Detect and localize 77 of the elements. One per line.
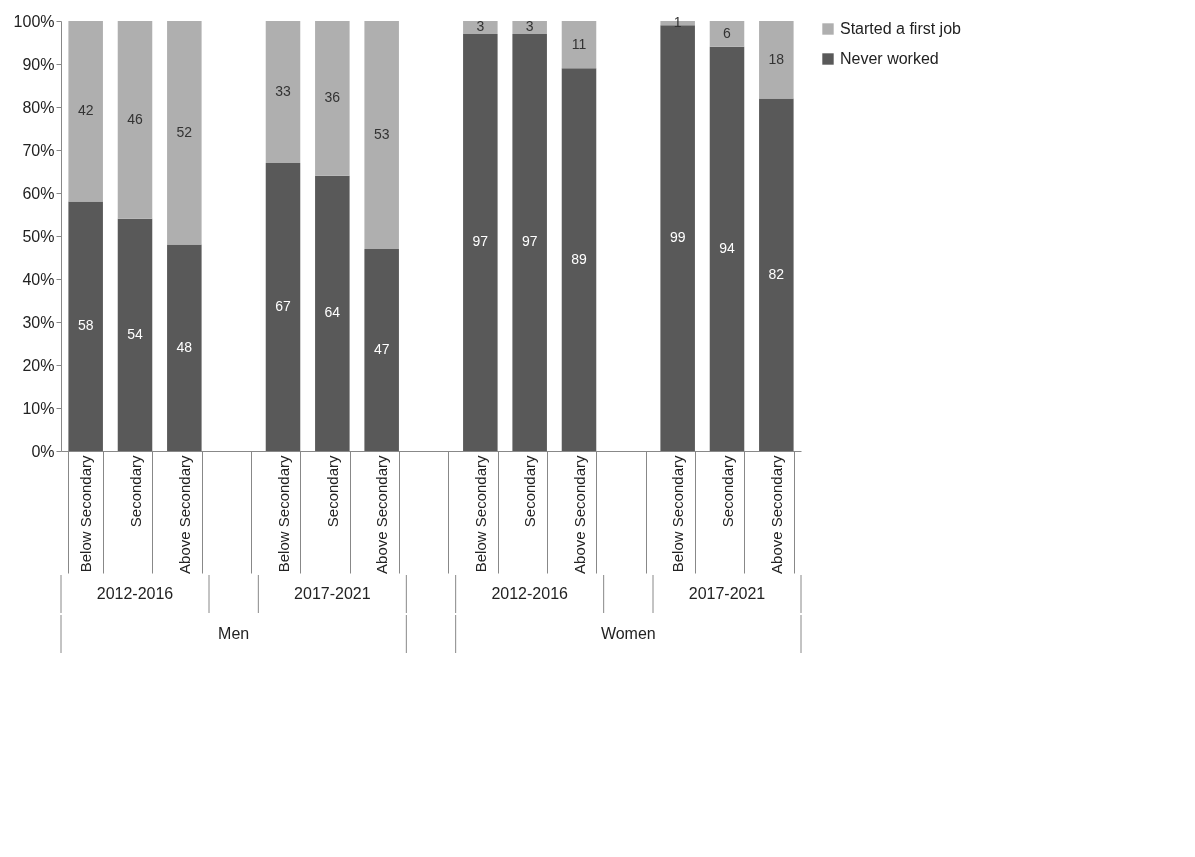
bar [463, 21, 498, 34]
bar [265, 21, 301, 163]
bar [759, 21, 794, 99]
text: 2012-2016 [491, 585, 569, 602]
x-tick-label: Above Secondary [570, 455, 588, 574]
data-label: 48 [176, 338, 193, 355]
y-tick-label: 100% [13, 12, 55, 30]
data-label: 42 [77, 102, 94, 119]
data-label: 67 [275, 297, 291, 314]
y-tick-label: 50% [22, 227, 55, 245]
data-label: 6 [723, 24, 732, 41]
text: 2012-2016 [96, 585, 174, 602]
x-tick-label: Secondary [521, 455, 539, 528]
bar [660, 25, 695, 451]
bar [167, 21, 202, 245]
y-tick-label: 10% [22, 399, 55, 417]
data-label: 46 [127, 110, 143, 127]
data-label: 3 [525, 18, 534, 35]
legend-label: Started a first job [840, 20, 962, 37]
data-label: 94 [719, 239, 735, 256]
y-tick-label: 20% [22, 356, 55, 374]
bar [117, 218, 153, 451]
x-tick-label: Below Secondary [669, 455, 687, 573]
x-tick-label: Above Secondary [373, 455, 391, 574]
bar [315, 175, 350, 451]
legend-label: Never worked [840, 50, 939, 67]
data-label: 3 [476, 18, 485, 35]
data-label: 54 [127, 325, 143, 342]
y-tick-label: 80% [22, 98, 55, 116]
data-label: 36 [324, 89, 341, 106]
x-tick-label: Secondary [323, 455, 341, 528]
data-label: 97 [521, 233, 538, 250]
data-label: 33 [275, 82, 291, 99]
x-tick-label: Secondary [126, 455, 144, 528]
text: Women [600, 625, 656, 642]
text: 2017-2021 [294, 585, 371, 602]
bar [709, 21, 745, 47]
bar [512, 21, 547, 34]
text: 2017-2021 [688, 585, 766, 602]
bar [709, 46, 745, 451]
x-tick-label: Above Secondary [175, 455, 193, 574]
data-label: 64 [324, 304, 341, 321]
bar [512, 33, 547, 451]
x-tick-label: Secondary [718, 455, 736, 528]
bar [315, 21, 350, 176]
bar [265, 162, 301, 451]
bar [68, 201, 103, 451]
x-tick-label: Below Secondary [274, 455, 292, 573]
bar [759, 98, 794, 451]
y-tick-label: 40% [22, 270, 55, 288]
bar [364, 248, 399, 451]
data-label: 89 [571, 250, 587, 267]
data-label: 53 [373, 125, 390, 142]
data-label: 47 [373, 340, 390, 357]
bar [167, 244, 202, 451]
bar [117, 21, 153, 219]
text: Men [218, 625, 250, 642]
y-tick-label: 0% [31, 442, 55, 460]
y-tick-label: 90% [22, 55, 55, 73]
data-label: 18 [768, 50, 785, 67]
y-tick-label: 60% [22, 184, 55, 202]
y-tick-label: 30% [22, 313, 55, 331]
data-label: 11 [571, 35, 587, 52]
bar [561, 68, 597, 451]
bar [561, 21, 597, 69]
x-tick-label: Below Secondary [471, 455, 489, 573]
x-tick-label: Above Secondary [767, 455, 785, 574]
data-label: 97 [472, 233, 489, 250]
y-tick-label: 70% [22, 141, 55, 159]
data-label: 82 [768, 265, 785, 282]
bar [463, 33, 498, 451]
data-label: 58 [77, 317, 94, 334]
bar [68, 21, 103, 202]
bar [364, 21, 399, 249]
x-tick-label: Below Secondary [77, 455, 95, 573]
data-label: 99 [669, 229, 686, 246]
data-label: 52 [176, 123, 193, 140]
